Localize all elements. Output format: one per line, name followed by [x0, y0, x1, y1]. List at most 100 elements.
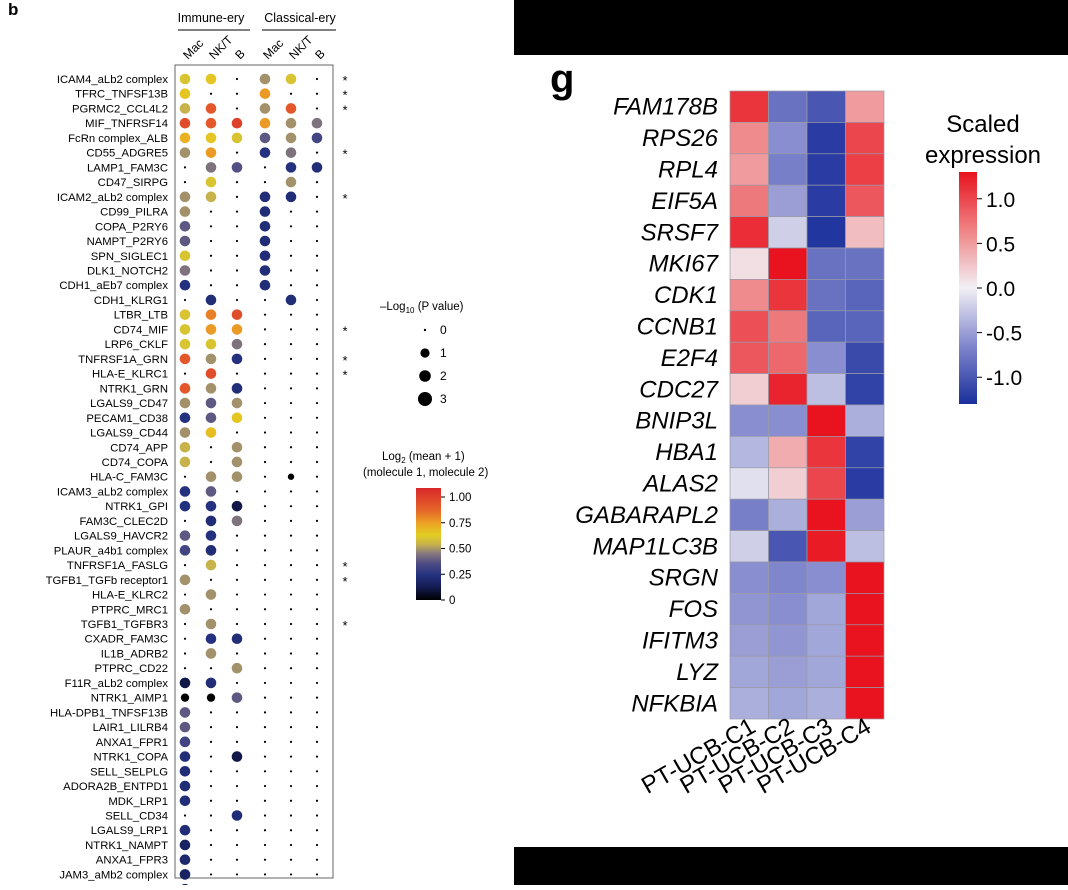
significance-star: *: [342, 574, 347, 589]
dot-mark: [315, 726, 319, 729]
dot-mark: [289, 343, 293, 346]
dot-mark: [205, 353, 217, 365]
dot-mark: [315, 416, 319, 419]
dot-mark: [179, 103, 191, 114]
dot-mark: [205, 383, 217, 394]
dot-mark: [285, 294, 297, 306]
column-label: NK/T: [206, 32, 236, 62]
dot-mark: [259, 191, 271, 203]
dot-mark: [235, 608, 239, 611]
heatmap-cell: [729, 247, 769, 280]
dot-mark: [205, 162, 217, 173]
dot-mark: [183, 372, 187, 375]
heatmap-row-label: IFITM3: [642, 628, 719, 655]
dot-mark: [263, 549, 267, 552]
heatmap-cell: [729, 467, 769, 500]
dot-mark: [315, 814, 319, 817]
dot-mark: [263, 328, 267, 331]
row-label: ICAM2_aLb2 complex: [57, 192, 168, 204]
dot-mark: [209, 740, 213, 743]
dot-mark: [315, 254, 319, 257]
heatmap-legend-tick-label: -0.5: [986, 323, 1022, 346]
dot-mark: [179, 545, 191, 556]
dot-mark: [315, 107, 319, 110]
dot-mark: [263, 608, 267, 611]
dot-mark: [179, 324, 191, 335]
dot-mark: [205, 191, 217, 203]
heatmap-cell: [845, 216, 885, 249]
dot-mark: [179, 383, 191, 394]
heatmap-cell: [768, 90, 808, 123]
dot-mark: [231, 117, 243, 129]
row-label: ANXA1_FPR1: [96, 737, 168, 749]
size-legend-label: 0: [440, 323, 447, 337]
significance-star: *: [342, 353, 347, 368]
dot-mark: [311, 162, 323, 173]
heatmap-cell: [806, 467, 846, 500]
dot-mark: [263, 490, 267, 493]
dot-mark: [259, 206, 271, 217]
dot-mark: [209, 799, 213, 802]
dot-mark: [263, 387, 267, 390]
dot-mark: [263, 401, 267, 405]
row-label: ANXA1_FPR3: [96, 855, 168, 867]
heatmap-cell: [729, 122, 769, 155]
dot-mark: [315, 357, 319, 360]
significance-star: *: [342, 73, 347, 88]
dot-mark: [235, 858, 239, 861]
color-legend-title-line1: Log2 (mean + 1): [382, 451, 465, 465]
dot-mark: [209, 269, 213, 272]
dot-mark: [263, 829, 267, 832]
heatmap-cell: [729, 279, 769, 312]
dot-mark: [205, 324, 217, 335]
dot-mark: [289, 372, 293, 375]
dot-mark: [209, 608, 213, 611]
heatmap-cell: [845, 436, 885, 469]
dot-mark: [289, 357, 293, 360]
heatmap-cell: [729, 373, 769, 406]
dot-mark: [289, 460, 293, 464]
heatmap-cell: [729, 498, 769, 531]
dot-mark: [235, 151, 239, 154]
row-label: NTRK1_COPA: [94, 752, 169, 764]
dot-mark: [263, 431, 267, 434]
dot-mark: [285, 147, 297, 158]
heatmap-cell: [806, 593, 846, 626]
dot-mark: [289, 549, 293, 552]
dot-mark: [179, 338, 191, 350]
heatmap-cell: [845, 279, 885, 312]
dot-mark: [289, 622, 293, 626]
dot-mark: [311, 132, 323, 144]
size-legend-label: 2: [440, 369, 447, 383]
dot-mark: [205, 471, 217, 483]
heatmap-row-label: SRSF7: [641, 219, 720, 246]
dot-mark: [315, 534, 319, 537]
dot-mark: [263, 726, 267, 729]
heatmap-cell: [806, 404, 846, 437]
dot-mark: [285, 73, 297, 85]
heatmap-cell: [845, 153, 885, 186]
significance-stars: ***********: [342, 73, 347, 633]
dot-mark: [289, 726, 293, 729]
dot-mark: [289, 446, 293, 449]
row-label: CD47_SIRPG: [98, 177, 168, 189]
dot-mark: [179, 795, 191, 807]
row-label: PTPRC_CD22: [95, 663, 168, 675]
dot-mark: [315, 681, 319, 685]
heatmap-legend-bar: [959, 172, 977, 404]
heatmap-cell: [729, 404, 769, 437]
heatmap-cell: [768, 216, 808, 249]
dot-mark: [179, 206, 191, 217]
heatmap-cell: [768, 310, 808, 343]
dot-mark: [231, 441, 243, 453]
dot-mark: [289, 490, 293, 493]
heatmap-cell: [768, 122, 808, 155]
heatmap-cell: [845, 404, 885, 437]
dot-mark: [235, 563, 239, 567]
heatmap-cell: [845, 624, 885, 657]
dot-mark: [183, 622, 187, 626]
dot-mark: [231, 456, 243, 468]
dot-mark: [183, 563, 187, 567]
heatmap-cell: [768, 373, 808, 406]
